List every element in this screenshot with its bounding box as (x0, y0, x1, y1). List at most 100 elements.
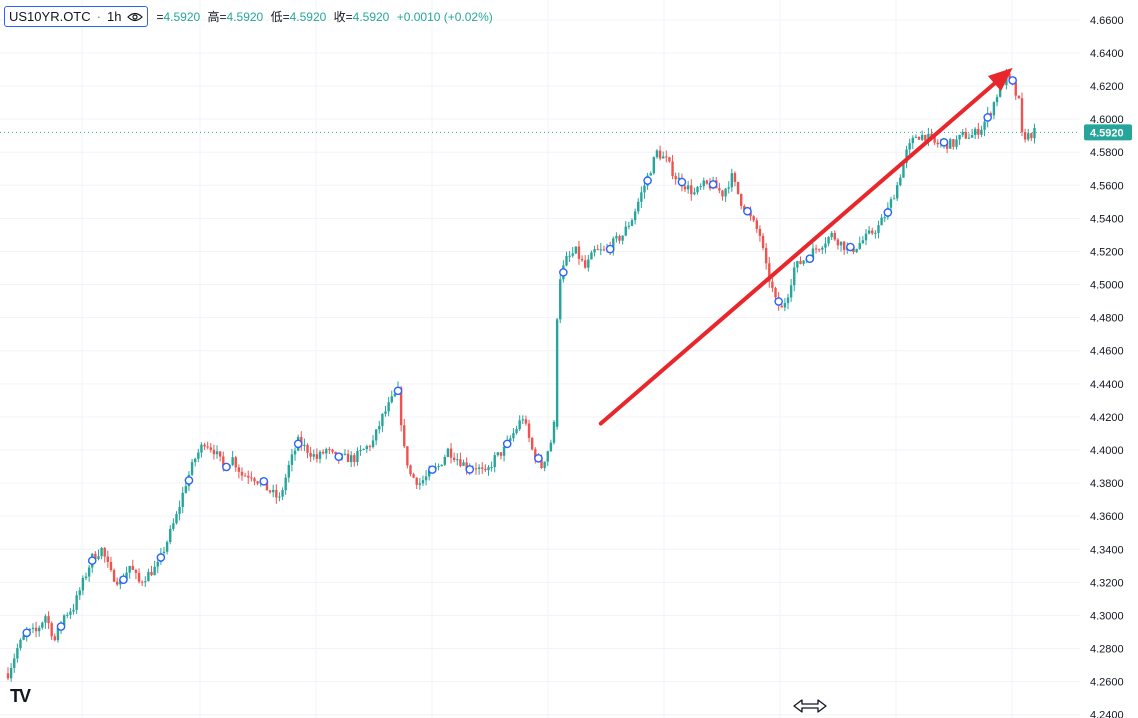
candle-body (665, 156, 668, 158)
candle (864, 229, 868, 246)
candle (200, 442, 203, 458)
trend-arrow-shaft (598, 81, 997, 426)
event-marker (87, 556, 97, 565)
candle-body (6, 673, 10, 679)
candle (917, 136, 921, 141)
candle (437, 463, 440, 471)
candle-body (128, 565, 131, 573)
candle-body (949, 139, 952, 149)
candle (655, 149, 659, 159)
candle-body (421, 480, 425, 484)
candle-body (696, 186, 699, 193)
price-tick-label: 4.3000 (1090, 610, 1124, 622)
candle (724, 187, 727, 202)
candle-body (640, 192, 643, 202)
candle-body (247, 475, 250, 478)
candle (786, 293, 790, 310)
candle (331, 448, 334, 454)
price-tick-label: 4.4000 (1090, 445, 1124, 457)
candle (496, 451, 500, 457)
candle-body (268, 490, 272, 493)
candle-body (215, 451, 219, 455)
event-marker (259, 476, 269, 486)
candle-body (265, 480, 269, 491)
candle-body (13, 658, 16, 668)
candle-body (34, 627, 38, 632)
candle-body (331, 449, 334, 452)
candle-body (190, 462, 194, 475)
candle-body (599, 249, 602, 251)
candle-body (896, 185, 899, 199)
candle-body (9, 667, 13, 679)
candle-body (618, 236, 621, 241)
candle-body (764, 247, 768, 264)
candle (758, 225, 762, 242)
candle (328, 446, 331, 455)
candle (696, 185, 699, 195)
candle (421, 475, 425, 486)
candle-body (153, 566, 156, 576)
candle-body (378, 426, 381, 430)
candle (481, 462, 484, 474)
candle (755, 217, 758, 233)
horizontal-resize-icon[interactable] (792, 698, 828, 714)
price-tick-label: 4.5200 (1090, 246, 1124, 258)
candle-body (287, 464, 290, 478)
candle (75, 591, 78, 615)
candle-body (390, 396, 393, 403)
candle (958, 134, 961, 145)
candle (169, 525, 172, 545)
candle (668, 156, 671, 163)
event-marker (502, 439, 512, 449)
candle (9, 663, 13, 682)
candle-body (231, 457, 234, 465)
candle (459, 452, 462, 468)
candle-body (821, 247, 824, 250)
candle (281, 487, 284, 500)
candle-body (702, 180, 705, 187)
candle (515, 425, 518, 435)
candle (243, 472, 247, 477)
event-marker (156, 553, 166, 562)
price-tick-label: 4.3400 (1090, 544, 1124, 556)
candle-body (590, 252, 593, 260)
candle (633, 208, 637, 225)
candle (596, 244, 599, 251)
candle (318, 450, 322, 464)
candle (41, 621, 44, 630)
candle-body (627, 225, 631, 227)
candle-body (209, 447, 212, 450)
candle-body (855, 248, 858, 253)
candle-body (328, 449, 331, 451)
symbol-selector[interactable]: US10YR.OTC · 1h (4, 6, 149, 27)
candle (31, 623, 35, 634)
candle (612, 236, 615, 256)
candle-body (842, 241, 846, 251)
candle-body (84, 576, 88, 578)
candle (727, 181, 730, 194)
candle (499, 452, 503, 460)
candle (69, 608, 72, 619)
high-label: 高= (207, 10, 227, 24)
candle-body (721, 190, 724, 197)
candle (640, 186, 643, 209)
candle-body (799, 261, 802, 264)
candle (1030, 132, 1033, 141)
candle (768, 256, 771, 288)
candle-body (200, 444, 203, 453)
candle (574, 246, 578, 255)
candle (250, 471, 253, 482)
candle (84, 572, 88, 581)
eye-icon[interactable] (127, 12, 144, 22)
candle (165, 540, 169, 555)
candle (1023, 128, 1027, 143)
candle-body (952, 139, 955, 147)
candle (518, 415, 521, 432)
event-marker (119, 575, 128, 584)
high-value: 4.5920 (226, 10, 264, 24)
candle-body (437, 466, 440, 468)
candle (621, 235, 624, 245)
candle-body (565, 256, 568, 266)
tradingview-logo-icon[interactable]: TV (10, 686, 31, 706)
